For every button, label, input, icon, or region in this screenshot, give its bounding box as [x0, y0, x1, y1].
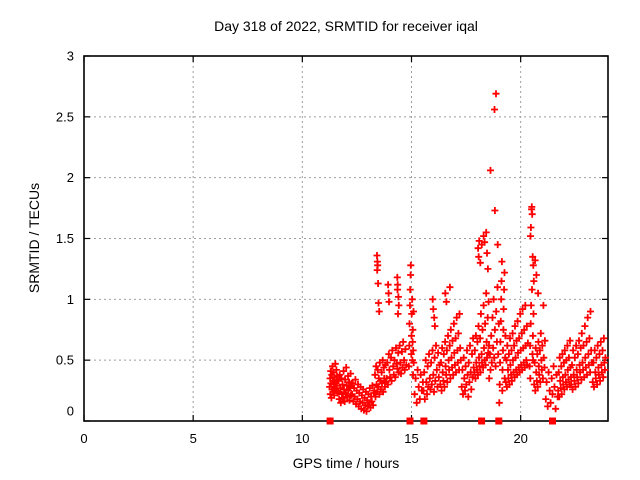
event-marker — [549, 417, 556, 425]
x-tick-label: 20 — [513, 431, 527, 446]
x-axis-label: GPS time / hours — [292, 455, 400, 471]
grid-lines — [84, 56, 608, 421]
event-marker — [478, 417, 486, 425]
data-points — [326, 90, 609, 415]
x-tick-labels: 0 5 10 15 20 — [80, 431, 528, 446]
x-tick-label: 5 — [190, 431, 197, 446]
event-marker — [406, 417, 414, 425]
y-tick-label: 1 — [67, 292, 74, 307]
y-tick-label: 0 — [67, 404, 74, 419]
y-tick-label: 2 — [67, 170, 74, 185]
y-tick-label: 3 — [67, 49, 74, 64]
event-marker — [326, 417, 334, 425]
x-tick-label: 15 — [404, 431, 418, 446]
y-tick-label: 1.5 — [56, 231, 74, 246]
plot-border — [83, 55, 609, 422]
event-markers — [326, 417, 556, 425]
y-tick-label: 0.5 — [56, 353, 74, 368]
y-tick-label: 2.5 — [56, 109, 74, 124]
chart-title: Day 318 of 2022, SRMTID for receiver iqa… — [214, 18, 478, 34]
event-marker — [495, 417, 503, 425]
x-tick-label: 10 — [295, 431, 309, 446]
event-marker — [420, 417, 428, 425]
x-tick-label: 0 — [80, 431, 87, 446]
y-axis-label: SRMTID / TECUs — [26, 182, 42, 294]
y-tick-labels: 0 0.5 1 1.5 2 2.5 3 — [56, 49, 74, 419]
